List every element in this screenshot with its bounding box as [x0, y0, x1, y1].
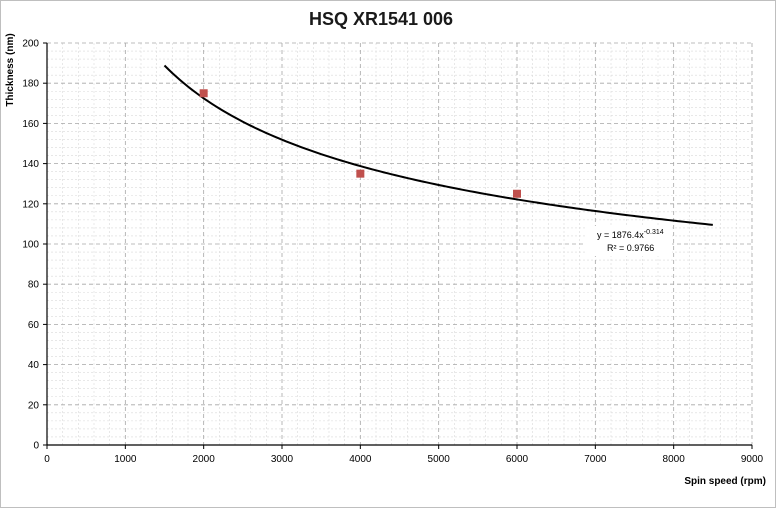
- x-tick-label: 1000: [114, 454, 137, 465]
- y-tick-label: 40: [28, 360, 40, 371]
- x-tick-label: 0: [44, 454, 50, 465]
- equation-text: y = 1876.4x: [597, 230, 644, 240]
- y-tick-label: 0: [33, 441, 39, 452]
- equation-exponent: -0.314: [644, 229, 664, 236]
- axes: [43, 42, 753, 449]
- x-tick-label: 6000: [506, 454, 529, 465]
- y-tick-label: 140: [22, 159, 39, 170]
- x-tick-label: 7000: [584, 454, 607, 465]
- y-tick-label: 180: [22, 79, 39, 90]
- svg-text:y = 1876.4x-0.314: y = 1876.4x-0.314: [597, 229, 664, 240]
- x-tick-label: 9000: [741, 454, 764, 465]
- x-tick-label: 5000: [428, 454, 451, 465]
- y-tick-label: 120: [22, 199, 39, 210]
- y-axis-title: Thickness (nm): [5, 33, 16, 106]
- x-tick-label: 3000: [271, 454, 294, 465]
- y-tick-label: 80: [28, 280, 40, 291]
- x-tick-label: 4000: [349, 454, 372, 465]
- chart-title: HSQ XR1541 006: [309, 9, 453, 29]
- data-point: [356, 169, 365, 178]
- y-tick-label: 100: [22, 240, 39, 251]
- data-point: [199, 89, 208, 98]
- r-squared-text: R² = 0.9766: [607, 243, 654, 253]
- x-tick-label: 8000: [663, 454, 686, 465]
- trendline-equation-label: y = 1876.4x-0.314 R² = 0.9766: [586, 226, 672, 256]
- y-tick-label: 60: [28, 320, 40, 331]
- y-tick-label: 200: [22, 39, 39, 50]
- x-tick-label: 2000: [193, 454, 216, 465]
- points-layer: [199, 89, 521, 198]
- x-axis-title: Spin speed (rpm): [684, 476, 766, 487]
- y-tick-label: 20: [28, 400, 40, 411]
- trendline-layer: [163, 64, 713, 226]
- x-tick-labels: 0 1000 2000 3000 4000 5000 6000 7000 8000 9000: [44, 454, 763, 465]
- data-point: [513, 189, 521, 198]
- y-tick-label: 160: [22, 119, 39, 130]
- power-trendline: [163, 64, 713, 226]
- y-tick-labels: 0 20 40 60 80 100 120 140 160 180 200: [22, 39, 39, 452]
